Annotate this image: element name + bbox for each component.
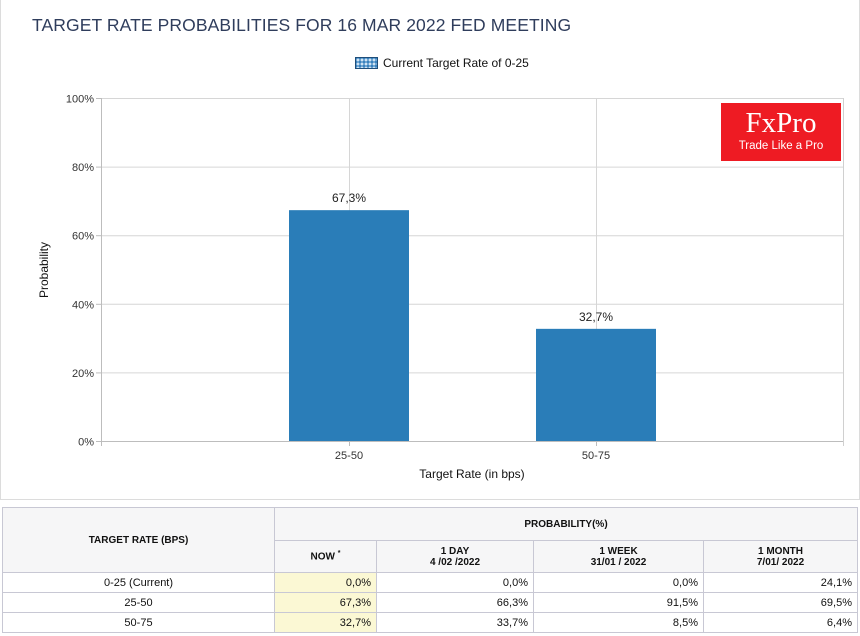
probability-cell: 8,5% (533, 612, 704, 633)
probability-cell: 69,5% (703, 592, 858, 613)
column-header-label: 1 DAY (440, 545, 470, 557)
probability-cell: 91,5% (533, 592, 704, 613)
y-tick-label: 0% (78, 437, 94, 449)
chart-container: TARGET RATE PROBABILITIES FOR 16 MAR 202… (0, 0, 860, 500)
legend-swatch (355, 57, 378, 69)
column-header-label: NOW (310, 551, 335, 563)
probability-table: TARGET RATE (BPS) PROBABILITY(%) NOW * 1 … (2, 507, 858, 633)
chart-title: TARGET RATE PROBABILITIES FOR 16 MAR 202… (32, 15, 572, 35)
bar-25-50 (289, 210, 409, 441)
footnote-mark: * (337, 550, 341, 558)
logo-tagline: Trade Like a Pro (738, 140, 824, 152)
header-target-rate: TARGET RATE (BPS) (2, 507, 275, 573)
column-header-date: 4 /02 /2022 (429, 556, 481, 568)
probability-cell: 24,1% (703, 572, 858, 593)
rate-cell: 0-25 (Current) (2, 572, 275, 593)
probability-cell: 6,4% (703, 612, 858, 633)
rate-cell: 50-75 (2, 612, 275, 633)
bar-chart: 0% 20% 40% 60% 80% 100% 67,3% 25-50 32,7% 50-75 P… (37, 94, 844, 481)
table-row: 25-50 67,3% 66,3% 91,5% 69,5% (2, 592, 858, 613)
logo-brand: FxPro (745, 107, 817, 139)
y-tick-label: 100% (66, 94, 94, 106)
column-header-date: 31/01 / 2022 (590, 556, 647, 568)
x-tick-label: 50-75 (582, 450, 610, 462)
x-tick-label: 25-50 (335, 450, 363, 462)
chart-legend: Current Target Rate of 0-25 (355, 56, 529, 70)
y-tick-label: 40% (72, 299, 94, 311)
column-header: 1 WEEK 31/01 / 2022 (533, 540, 704, 573)
table-row: 50-75 32,7% 33,7% 8,5% 6,4% (2, 612, 858, 633)
column-header-label: 1 MONTH (758, 545, 803, 557)
column-header: NOW * (274, 540, 377, 573)
y-tick-label: 80% (72, 162, 94, 174)
now-probability-cell: 0,0% (274, 572, 377, 593)
probability-cell: 66,3% (376, 592, 534, 613)
now-probability-cell: 67,3% (274, 592, 377, 613)
table-row: 0-25 (Current) 0,0% 0,0% 0,0% 24,1% (2, 572, 858, 593)
y-tick-label: 20% (72, 368, 94, 380)
y-axis-title: Probability (37, 242, 51, 298)
now-probability-cell: 32,7% (274, 612, 377, 633)
legend-label: Current Target Rate of 0-25 (383, 56, 529, 70)
header-probability: PROBABILITY(%) (274, 507, 858, 541)
x-axis-title: Target Rate (in bps) (419, 467, 524, 481)
bar-value-label: 32,7% (579, 310, 613, 324)
bar-value-label: 67,3% (332, 191, 366, 205)
column-header: 1 MONTH 7/01/ 2022 (703, 540, 858, 573)
probability-cell: 0,0% (533, 572, 704, 593)
column-header-label: 1 WEEK (599, 545, 638, 557)
column-header-date: 7/01/ 2022 (756, 556, 805, 568)
probability-cell: 33,7% (376, 612, 534, 633)
y-tick-label: 60% (72, 231, 94, 243)
probability-cell: 0,0% (376, 572, 534, 593)
fxpro-logo: FxPro Trade Like a Pro (721, 103, 841, 161)
bar-50-75 (536, 328, 656, 441)
column-header: 1 DAY 4 /02 /2022 (376, 540, 534, 573)
rate-cell: 25-50 (2, 592, 275, 613)
